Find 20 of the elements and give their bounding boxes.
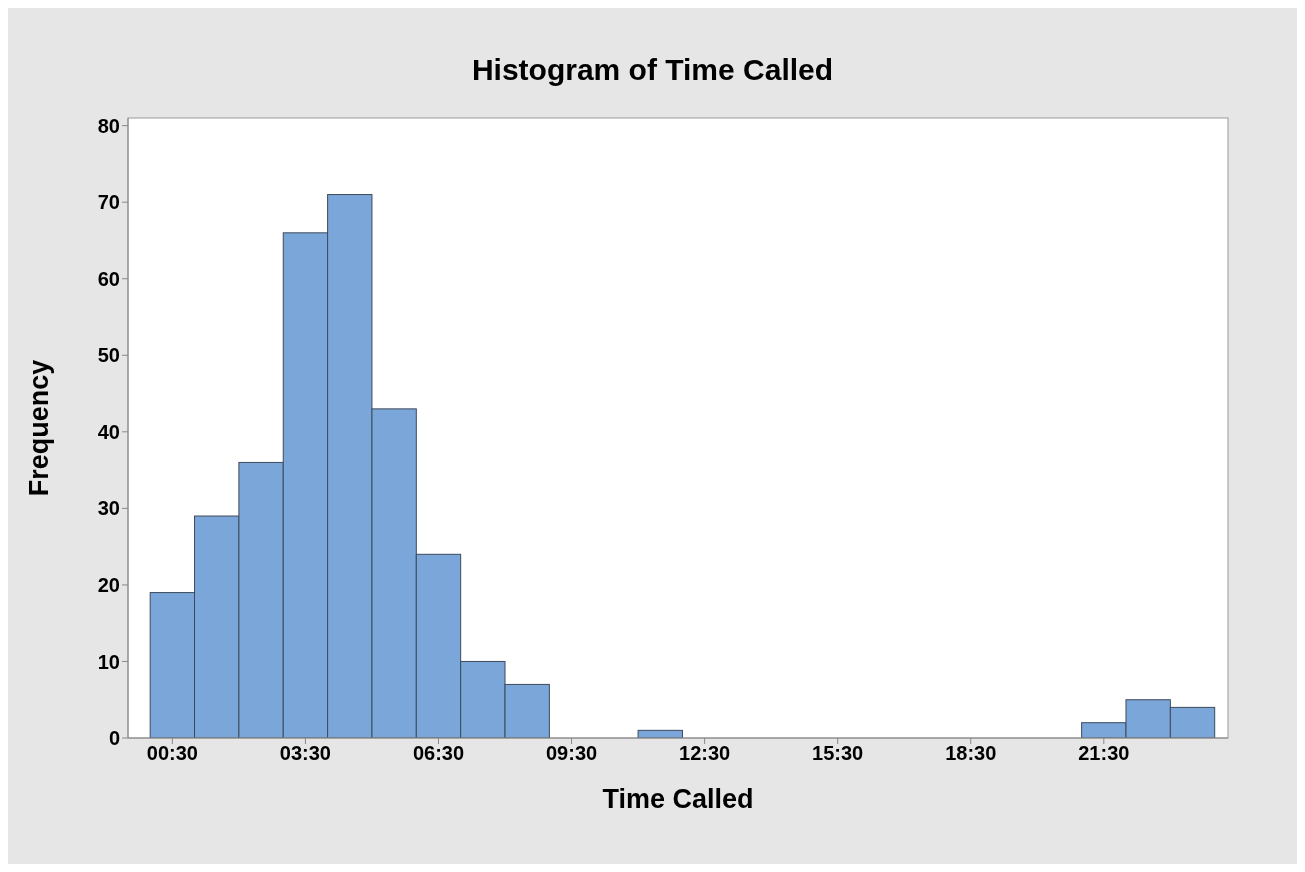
y-tick-label: 30 xyxy=(97,497,120,520)
x-tick-label: 00:30 xyxy=(146,742,198,765)
y-tick-label: 50 xyxy=(97,344,120,367)
y-tick-label: 70 xyxy=(97,191,120,214)
x-tick-label: 21:30 xyxy=(1078,742,1130,765)
x-tick-label: 09:30 xyxy=(545,742,598,765)
y-tick-label: 20 xyxy=(97,574,120,597)
x-tick-label: 15:30 xyxy=(812,742,864,765)
y-tick-label: 10 xyxy=(97,650,120,673)
y-tick-label: 60 xyxy=(97,267,120,290)
chart-title: Histogram of Time Called xyxy=(470,52,835,88)
y-axis-title: Frequency xyxy=(23,359,54,497)
y-tick-label: 0 xyxy=(108,727,120,750)
y-tick-label: 80 xyxy=(97,114,120,137)
x-tick-label: 03:30 xyxy=(279,742,331,765)
x-tick-label: 12:30 xyxy=(679,742,731,765)
y-tick-label: 40 xyxy=(97,420,120,443)
x-tick-label: 06:30 xyxy=(412,742,465,765)
x-tick-label: 18:30 xyxy=(945,742,997,765)
x-axis-title: Time Called xyxy=(602,784,754,814)
